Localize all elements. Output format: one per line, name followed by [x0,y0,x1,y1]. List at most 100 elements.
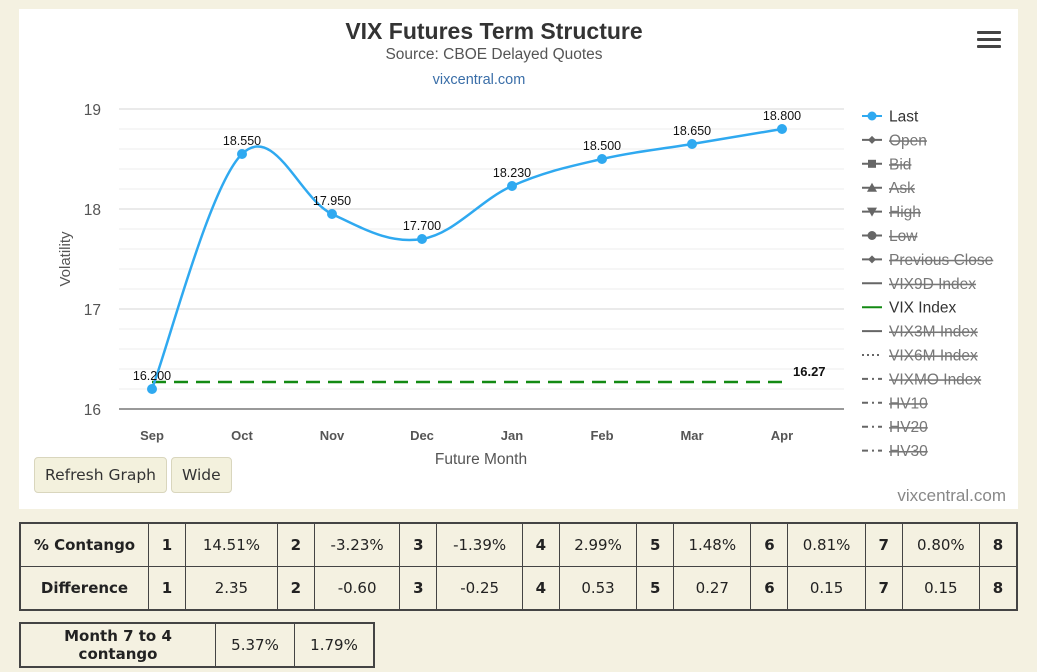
value-cell: 14.51% [185,522,278,567]
legend-item[interactable]: VIXMO Index [889,371,981,388]
month-number-cell: 6 [750,566,789,611]
legend-item[interactable]: VIX6M Index [889,348,978,365]
legend-item[interactable]: HV20 [889,419,928,436]
value-cell: 0.15 [901,566,981,611]
x-tick-label: Jan [501,428,523,443]
month-number-cell: 2 [276,566,315,611]
legend-marker [867,231,877,240]
legend-marker [868,159,876,168]
value-cell: 0.53 [558,566,638,611]
month-number-cell: 7 [864,566,903,611]
data-label: 17.700 [403,219,441,233]
legend-item[interactable]: Open [889,132,927,149]
month-number-cell: 8 [979,522,1018,567]
y-tick-label: 17 [84,302,101,319]
month-7-to-4-label: Month 7 to 4 contango [19,622,216,668]
legend-marker [868,255,876,264]
y-tick-label: 19 [84,102,101,119]
legend-item[interactable]: VIX9D Index [889,276,976,293]
legend-item[interactable]: VIX Index [889,300,956,317]
chart-panel: VIX Futures Term Structure Source: CBOE D… [19,9,1018,509]
row-label: Difference [19,566,149,611]
hamburger-menu-icon[interactable] [977,31,1001,51]
chart-credit[interactable]: vixcentral.com [897,486,1006,505]
x-tick-label: Feb [590,428,613,443]
value-cell: 0.15 [787,566,866,611]
legend-item[interactable]: Bid [889,156,911,173]
month-7-to-4-table: Month 7 to 4 contango 5.37% 1.79% [19,622,375,668]
legend-marker [867,207,877,217]
legend-item[interactable]: HV10 [889,395,928,412]
value-cell: 1.48% [673,522,752,567]
chart-subtitle: Source: CBOE Delayed Quotes [385,46,602,63]
last-series-point [507,181,517,191]
last-series-point [327,209,337,219]
x-tick-label: Apr [771,428,793,443]
last-series-line [150,127,783,390]
month-number-cell: 7 [864,522,903,567]
month-number-cell: 5 [636,522,675,567]
value-cell: -0.60 [313,566,401,611]
month-number-cell: 4 [521,566,560,611]
legend-item[interactable]: High [889,204,921,221]
month-number-cell: 6 [750,522,789,567]
legend-marker [867,182,877,192]
table-row: Difference 1 2.35 2 -0.60 3 -0.25 4 0.53 5 0.27 6 0.… [19,566,1018,611]
data-label: 16.200 [133,369,171,383]
chart-title: VIX Futures Term Structure [345,18,642,44]
contango-table: % Contango 1 14.51% 2 -3.23% 3 -1.39% 4 2.99% 5 1.… [19,522,1018,611]
value-cell: 2.35 [185,566,278,611]
x-tick-label: Dec [410,428,434,443]
x-tick-label: Nov [320,428,345,443]
month-number-cell: 3 [399,522,438,567]
vix-term-structure-chart: VIX Futures Term Structure Source: CBOE D… [57,18,993,468]
value-cell: -3.23% [313,522,401,567]
y-tick-label: 18 [84,202,101,219]
y-tick-label: 16 [84,402,101,419]
last-series-point [237,149,247,159]
month-number-cell: 8 [979,566,1018,611]
month-7-to-4-value: 1.79% [294,622,375,668]
legend-item[interactable]: HV30 [889,443,928,460]
value-cell: 0.27 [673,566,752,611]
x-tick-label: Mar [680,428,703,443]
x-tick-label: Oct [231,428,253,443]
row-label: % Contango [19,522,149,567]
month-number-cell: 3 [399,566,438,611]
last-series-point [417,234,427,244]
x-axis-title: Future Month [435,451,527,468]
table-row: % Contango 1 14.51% 2 -3.23% 3 -1.39% 4 2.99% 5 1.… [19,522,1018,567]
value-cell: 2.99% [558,522,638,567]
last-series-point [777,124,787,134]
refresh-graph-button[interactable]: Refresh Graph [34,457,168,493]
legend-item[interactable]: Previous Close [889,252,993,269]
value-cell: 0.81% [787,522,866,567]
y-axis-title: Volatility [57,231,74,287]
legend-item[interactable]: VIX3M Index [889,324,978,341]
legend-marker [867,111,877,121]
data-label: 18.550 [223,134,261,148]
legend-item[interactable]: Last [889,109,919,126]
value-cell: -0.25 [436,566,523,611]
legend-item[interactable]: Ask [889,180,915,197]
data-label: 18.500 [583,139,621,153]
data-label: 17.950 [313,194,351,208]
chart-source-link: vixcentral.com [433,72,526,88]
x-tick-label: Sep [140,428,164,443]
month-number-cell: 1 [148,522,186,567]
month-number-cell: 5 [636,566,675,611]
month-number-cell: 4 [521,522,560,567]
legend-marker [868,135,876,144]
value-cell: -1.39% [436,522,523,567]
last-series-point [597,154,607,164]
value-cell: 0.80% [901,522,981,567]
last-series-point [687,139,697,149]
data-label: 18.650 [673,124,711,138]
table-row: Month 7 to 4 contango 5.37% 1.79% [19,622,375,668]
legend-item[interactable]: Low [889,228,918,245]
data-label: 18.800 [763,109,801,123]
month-number-cell: 1 [148,566,186,611]
wide-button[interactable]: Wide [171,457,232,493]
month-number-cell: 2 [276,522,315,567]
month-7-to-4-value: 5.37% [215,622,295,668]
